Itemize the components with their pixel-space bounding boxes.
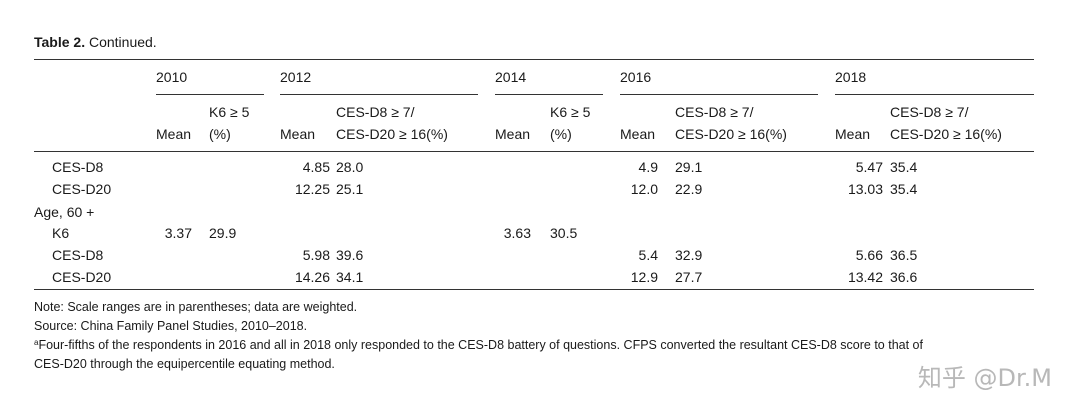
table-cell: 30.5	[550, 225, 578, 241]
header-k6-2014: K6 ≥ 5	[550, 104, 591, 120]
year-2014: 2014	[495, 69, 527, 85]
table-cell: 36.6	[890, 269, 918, 285]
table-cell: 34.1	[336, 269, 364, 285]
table-cell: 12.9	[630, 269, 658, 285]
header-ces-cut-2012: CES-D20 ≥ 16(%)	[336, 126, 448, 142]
header-ces-2016: CES-D8 ≥ 7/	[675, 104, 754, 120]
header-k6-2010: K6 ≥ 5	[209, 104, 250, 120]
table-cell: 35.4	[890, 181, 918, 197]
header-ces-cut-2016: CES-D20 ≥ 16(%)	[675, 126, 787, 142]
top-rule	[34, 59, 1034, 60]
table-cell: 36.5	[890, 247, 918, 263]
table-cell: 12.0	[630, 181, 658, 197]
row-label: K6	[52, 225, 70, 241]
table-cell: 14.26	[294, 269, 330, 285]
table-cell: 13.03	[847, 181, 883, 197]
footnote-line-1: Four-fifths of the respondents in 2016 a…	[38, 338, 923, 352]
table-cell: 27.7	[675, 269, 703, 285]
year-underline-2010	[156, 94, 264, 95]
header-ces-cut-2018: CES-D20 ≥ 16(%)	[890, 126, 1002, 142]
footnote-mark: a	[34, 338, 39, 347]
table-cell: 4.9	[638, 159, 658, 175]
header-mean-2012: Mean	[280, 126, 316, 142]
table-cell: 3.63	[503, 225, 531, 241]
year-underline-2018	[835, 94, 1034, 95]
table-cell: 4.85	[302, 159, 330, 175]
table-number: Table 2.	[34, 34, 86, 50]
header-k6-pct-2014: (%)	[550, 126, 572, 142]
table-cell: 28.0	[336, 159, 364, 175]
table-caption-text: Continued.	[88, 34, 157, 50]
row-label: CES-D8	[52, 247, 104, 263]
table-cell: 3.37	[164, 225, 192, 241]
header-k6-pct-2010: (%)	[209, 126, 231, 142]
header-rule	[34, 151, 1034, 152]
row-label: Age, 60 +	[34, 204, 95, 220]
table-cell: 12.25	[294, 181, 330, 197]
table-note: Note: Scale ranges are in parentheses; d…	[34, 300, 358, 314]
header-mean-2016: Mean	[620, 126, 656, 142]
year-2016: 2016	[620, 69, 652, 85]
table-cell: 29.1	[675, 159, 703, 175]
table-cell: 5.47	[855, 159, 883, 175]
table-cell: 32.9	[675, 247, 703, 263]
year-2012: 2012	[280, 69, 312, 85]
watermark: 知乎 @Dr.M	[917, 364, 1052, 392]
table-cell: 39.6	[336, 247, 364, 263]
table-cell: 5.66	[855, 247, 883, 263]
table-cell: 25.1	[336, 181, 364, 197]
bottom-rule	[34, 289, 1034, 290]
row-label: CES-D20	[52, 181, 112, 197]
header-mean-2018: Mean	[835, 126, 871, 142]
table-cell: 13.42	[847, 269, 883, 285]
table-cell: 22.9	[675, 181, 703, 197]
header-ces-2018: CES-D8 ≥ 7/	[890, 104, 969, 120]
table-cell: 5.98	[302, 247, 330, 263]
table-cell: 35.4	[890, 159, 918, 175]
table-cell: 5.4	[638, 247, 658, 263]
year-2010: 2010	[156, 69, 188, 85]
row-label: CES-D20	[52, 269, 112, 285]
header-mean-2014: Mean	[495, 126, 531, 142]
year-underline-2012	[280, 94, 478, 95]
year-underline-2014	[495, 94, 603, 95]
header-mean-2010: Mean	[156, 126, 192, 142]
header-ces-2012: CES-D8 ≥ 7/	[336, 104, 415, 120]
table-footnote-cont: CES-D20 through the equipercentile equat…	[34, 357, 335, 371]
table-cell: 29.9	[209, 225, 237, 241]
row-label: CES-D8	[52, 159, 104, 175]
year-2018: 2018	[835, 69, 867, 85]
table-source: Source: China Family Panel Studies, 2010…	[34, 319, 308, 333]
year-underline-2016	[620, 94, 818, 95]
table-caption: Table 2. Continued.	[34, 34, 157, 50]
table-footnote: aFour-fifths of the respondents in 2016 …	[34, 336, 923, 354]
